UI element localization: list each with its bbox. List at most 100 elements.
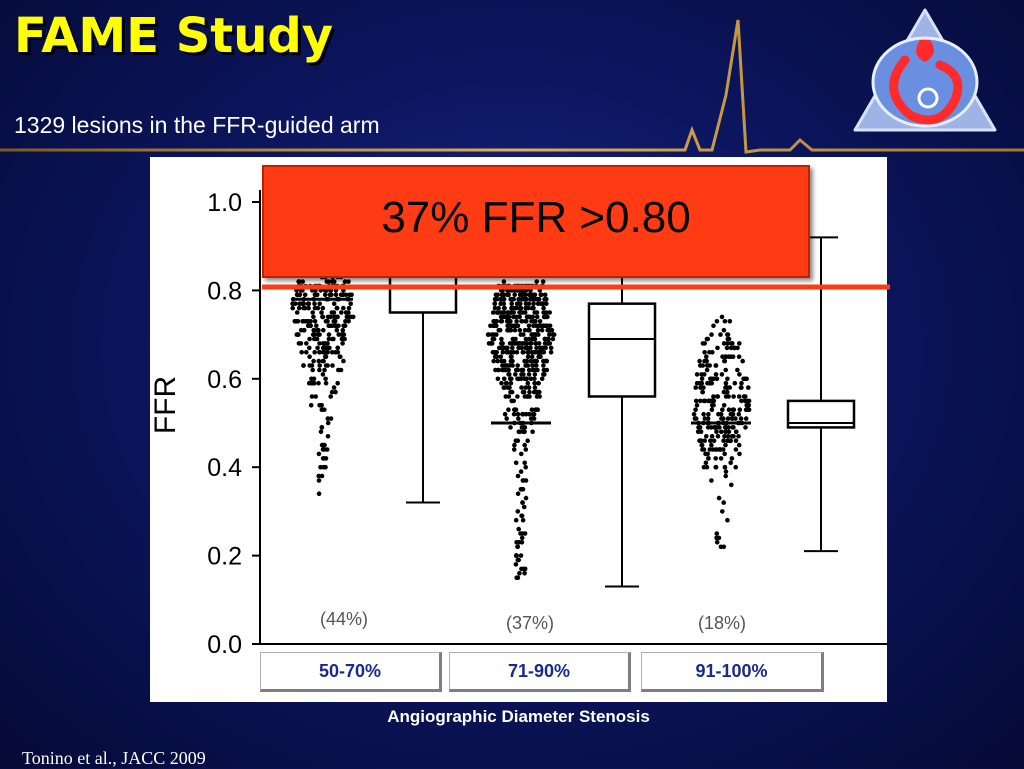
data-point	[537, 319, 543, 324]
data-point	[727, 319, 733, 324]
data-point	[736, 442, 742, 448]
data-point	[341, 305, 346, 311]
data-point	[301, 327, 307, 333]
data-point	[697, 358, 702, 364]
data-point	[520, 350, 526, 355]
data-point	[739, 398, 744, 404]
data-point	[725, 434, 731, 439]
data-point	[714, 535, 719, 541]
data-point	[547, 323, 553, 329]
data-point	[296, 332, 301, 337]
data-point	[334, 327, 340, 333]
data-point	[718, 456, 724, 461]
data-point	[302, 292, 308, 298]
data-point	[534, 310, 540, 315]
data-point	[714, 540, 720, 545]
data-point	[311, 358, 316, 364]
data-point	[539, 376, 545, 382]
data-point	[526, 367, 532, 373]
data-point	[511, 314, 516, 320]
data-point	[335, 345, 341, 351]
data-point	[729, 434, 735, 439]
data-point	[517, 571, 522, 576]
data-point	[516, 557, 521, 563]
data-point	[519, 513, 525, 519]
data-point	[508, 296, 514, 302]
data-point	[525, 345, 531, 351]
data-point	[509, 301, 514, 307]
data-point	[331, 385, 337, 390]
data-point	[517, 327, 523, 333]
data-point	[693, 385, 698, 390]
data-point	[488, 341, 494, 346]
data-point	[725, 376, 730, 382]
ecg-line	[0, 19, 1024, 154]
data-point	[721, 389, 727, 395]
y-tick-label: 0.0	[207, 631, 242, 659]
data-point	[311, 327, 317, 333]
data-point	[694, 380, 700, 386]
data-point	[312, 301, 317, 307]
data-point	[307, 336, 312, 342]
data-point	[342, 323, 348, 329]
data-point	[714, 429, 719, 435]
data-point	[702, 416, 708, 421]
data-point	[319, 425, 325, 430]
data-point	[517, 341, 523, 346]
data-point	[523, 336, 529, 342]
data-point	[719, 372, 725, 377]
data-point	[329, 350, 335, 355]
data-point	[506, 407, 511, 413]
data-point	[517, 292, 523, 298]
data-point	[309, 394, 315, 399]
data-point	[530, 429, 535, 435]
data-point	[295, 319, 301, 324]
data-point	[493, 296, 499, 302]
data-point	[323, 376, 328, 382]
data-point	[729, 456, 735, 461]
data-point	[527, 389, 532, 395]
data-point	[698, 398, 703, 404]
data-point	[496, 305, 501, 311]
data-point	[518, 469, 524, 474]
data-point	[501, 301, 507, 307]
data-point	[330, 323, 335, 329]
data-point	[737, 451, 742, 457]
data-point	[707, 398, 712, 404]
data-point	[713, 464, 718, 470]
data-point	[523, 319, 529, 324]
data-point	[534, 314, 540, 320]
data-point	[700, 447, 705, 452]
data-point	[311, 376, 317, 382]
data-point	[723, 429, 728, 435]
data-point	[538, 350, 543, 355]
data-point	[504, 380, 510, 386]
data-point	[733, 416, 738, 421]
data-point	[525, 394, 530, 399]
data-point	[328, 394, 334, 399]
data-point	[716, 495, 722, 501]
data-point	[347, 292, 352, 298]
data-point	[722, 425, 728, 430]
data-point	[292, 319, 298, 324]
data-point	[326, 336, 332, 342]
data-point	[333, 350, 338, 355]
data-point	[721, 500, 726, 505]
data-point	[522, 327, 528, 333]
data-point	[702, 372, 707, 377]
data-point	[705, 416, 711, 421]
data-point	[306, 323, 311, 329]
data-point	[307, 354, 312, 360]
data-point	[321, 464, 326, 470]
data-point	[532, 385, 538, 390]
data-point	[709, 442, 714, 448]
data-point	[335, 380, 341, 386]
data-point	[293, 301, 298, 307]
data-point	[535, 301, 541, 307]
data-point	[704, 434, 709, 439]
data-point	[325, 314, 331, 320]
data-point	[316, 473, 322, 479]
data-point	[725, 389, 730, 395]
data-point	[309, 363, 315, 368]
data-point	[528, 358, 534, 364]
